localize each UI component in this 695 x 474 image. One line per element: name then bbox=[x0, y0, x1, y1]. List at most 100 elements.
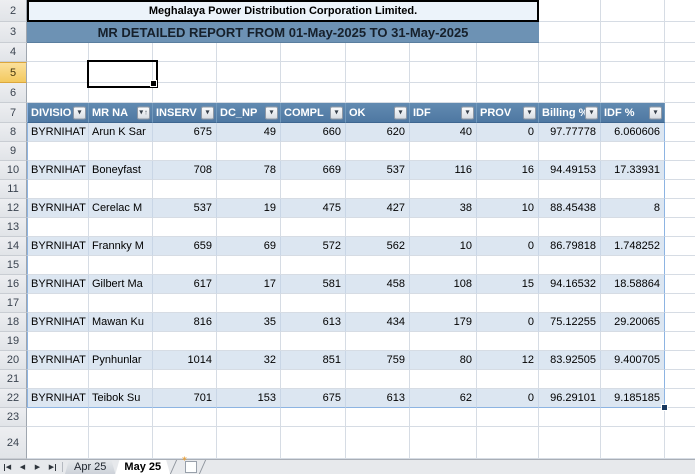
cell-empty-row6[interactable] bbox=[539, 83, 601, 103]
cell-idf-row18[interactable]: 179 bbox=[410, 313, 477, 332]
filter-dropdown-icon[interactable]: ▾ bbox=[394, 106, 407, 119]
cell-empty-row24[interactable] bbox=[477, 427, 539, 459]
cell-compl-row20[interactable]: 851 bbox=[281, 351, 346, 370]
row-header-12[interactable]: 12 bbox=[0, 199, 27, 218]
sheet-tab-may-25[interactable]: May 25 bbox=[115, 460, 170, 474]
cell-empty-row21[interactable] bbox=[539, 370, 601, 389]
next-sheet-button[interactable]: ▶ bbox=[30, 460, 45, 474]
cell-mr_name-row8[interactable]: Arun K Sar bbox=[89, 123, 153, 142]
cell-empty-row24[interactable] bbox=[217, 427, 281, 459]
column-header-prov[interactable]: PROV ▾ bbox=[477, 103, 539, 123]
row-header-23[interactable]: 23 bbox=[0, 408, 27, 427]
cell-dc_np-row10[interactable]: 78 bbox=[217, 161, 281, 180]
row-header-17[interactable]: 17 bbox=[0, 294, 27, 313]
cell-empty-row6[interactable] bbox=[601, 83, 665, 103]
cell-prov-row16[interactable]: 15 bbox=[477, 275, 539, 294]
cell-empty-row19[interactable] bbox=[89, 332, 153, 351]
row-header-18[interactable]: 18 bbox=[0, 313, 27, 332]
cell-empty-row21[interactable] bbox=[89, 370, 153, 389]
cell-empty-row17[interactable] bbox=[153, 294, 217, 313]
cell-empty-row19[interactable] bbox=[477, 332, 539, 351]
filter-dropdown-icon[interactable]: ▾ bbox=[330, 106, 343, 119]
column-header-dc_np[interactable]: DC_NP ▾ bbox=[217, 103, 281, 123]
cell-empty-row11[interactable] bbox=[281, 180, 346, 199]
cell-empty-row24[interactable] bbox=[539, 427, 601, 459]
cell-inserv-row22[interactable]: 701 bbox=[153, 389, 217, 408]
cell-empty-row9[interactable] bbox=[27, 142, 89, 161]
cell-mr_name-row10[interactable]: Boneyfast bbox=[89, 161, 153, 180]
cell-empty-row13[interactable] bbox=[89, 218, 153, 237]
cell-empty-row11[interactable] bbox=[27, 180, 89, 199]
cell-empty-row19[interactable] bbox=[217, 332, 281, 351]
cell-empty-row6[interactable] bbox=[346, 83, 410, 103]
cell-empty-row11[interactable] bbox=[410, 180, 477, 199]
cell-dc_np-row14[interactable]: 69 bbox=[217, 237, 281, 256]
column-header-idf[interactable]: IDF ▾ bbox=[410, 103, 477, 123]
cell-empty-row5[interactable] bbox=[410, 62, 477, 83]
column-header-idf_pct[interactable]: IDF % ▾ bbox=[601, 103, 665, 123]
row-header-20[interactable]: 20 bbox=[0, 351, 27, 370]
cell-billing-row14[interactable]: 86.79818 bbox=[539, 237, 601, 256]
cell-empty-row9[interactable] bbox=[539, 142, 601, 161]
cell-empty-row17[interactable] bbox=[27, 294, 89, 313]
cell-compl-row8[interactable]: 660 bbox=[281, 123, 346, 142]
cell-empty-row21[interactable] bbox=[217, 370, 281, 389]
cell-empty-row21[interactable] bbox=[477, 370, 539, 389]
cell-division-row16[interactable]: BYRNIHAT bbox=[27, 275, 89, 294]
cell-empty-row6[interactable] bbox=[477, 83, 539, 103]
cell-empty-row23[interactable] bbox=[601, 408, 665, 427]
cell-inserv-row12[interactable]: 537 bbox=[153, 199, 217, 218]
cell-empty-row17[interactable] bbox=[601, 294, 665, 313]
cell-ok-row10[interactable]: 537 bbox=[346, 161, 410, 180]
cell-empty-row24[interactable] bbox=[27, 427, 89, 459]
cell-empty-row13[interactable] bbox=[217, 218, 281, 237]
selected-cell-outline[interactable] bbox=[87, 60, 158, 88]
sheet-tab-apr-25[interactable]: Apr 25 bbox=[65, 460, 115, 474]
cell-inserv-row14[interactable]: 659 bbox=[153, 237, 217, 256]
cell-empty-row17[interactable] bbox=[281, 294, 346, 313]
cell-ok-row12[interactable]: 427 bbox=[346, 199, 410, 218]
cell-empty-row19[interactable] bbox=[601, 332, 665, 351]
cell-empty-row4[interactable] bbox=[27, 43, 89, 62]
cell-empty-row9[interactable] bbox=[89, 142, 153, 161]
row-header-5[interactable]: 5 bbox=[0, 62, 27, 83]
cell-empty-row24[interactable] bbox=[281, 427, 346, 459]
cell-empty-row9[interactable] bbox=[281, 142, 346, 161]
cell-billing-row18[interactable]: 75.12255 bbox=[539, 313, 601, 332]
cell-idf_pct-row12[interactable]: 8 bbox=[601, 199, 665, 218]
cell-prov-row14[interactable]: 0 bbox=[477, 237, 539, 256]
cell-empty-row6[interactable] bbox=[27, 83, 89, 103]
cell-idf-row20[interactable]: 80 bbox=[410, 351, 477, 370]
cell-empty-row23[interactable] bbox=[89, 408, 153, 427]
cell-division-row14[interactable]: BYRNIHAT bbox=[27, 237, 89, 256]
cell-empty-row15[interactable] bbox=[153, 256, 217, 275]
cell-empty-row5[interactable] bbox=[281, 62, 346, 83]
filter-dropdown-icon[interactable]: ▾ bbox=[73, 106, 86, 119]
cell-empty-row15[interactable] bbox=[539, 256, 601, 275]
row-header-2[interactable]: 2 bbox=[0, 0, 27, 22]
cell-idf-row10[interactable]: 116 bbox=[410, 161, 477, 180]
cell-empty-row23[interactable] bbox=[539, 408, 601, 427]
cell-mr_name-row22[interactable]: Teibok Su bbox=[89, 389, 153, 408]
column-header-division[interactable]: DIVISIO ▾ bbox=[27, 103, 89, 123]
cell-empty-row4[interactable] bbox=[217, 43, 281, 62]
cell-ok-row8[interactable]: 620 bbox=[346, 123, 410, 142]
cell-idf_pct-row18[interactable]: 29.20065 bbox=[601, 313, 665, 332]
cell-empty-row21[interactable] bbox=[153, 370, 217, 389]
cell-empty-row5[interactable] bbox=[27, 62, 89, 83]
cell-empty-row15[interactable] bbox=[410, 256, 477, 275]
row-header-24[interactable]: 24 bbox=[0, 427, 27, 459]
cell-empty-r3[interactable] bbox=[539, 22, 601, 43]
cell-empty-row9[interactable] bbox=[601, 142, 665, 161]
cell-empty-row23[interactable] bbox=[153, 408, 217, 427]
cell-ok-row20[interactable]: 759 bbox=[346, 351, 410, 370]
cell-empty-row6[interactable] bbox=[153, 83, 217, 103]
cell-billing-row20[interactable]: 83.92505 bbox=[539, 351, 601, 370]
cell-empty-row17[interactable] bbox=[539, 294, 601, 313]
cell-compl-row22[interactable]: 675 bbox=[281, 389, 346, 408]
cell-dc_np-row18[interactable]: 35 bbox=[217, 313, 281, 332]
cell-empty-row21[interactable] bbox=[281, 370, 346, 389]
cell-empty-row11[interactable] bbox=[153, 180, 217, 199]
cell-division-row22[interactable]: BYRNIHAT bbox=[27, 389, 89, 408]
cell-empty-row23[interactable] bbox=[281, 408, 346, 427]
